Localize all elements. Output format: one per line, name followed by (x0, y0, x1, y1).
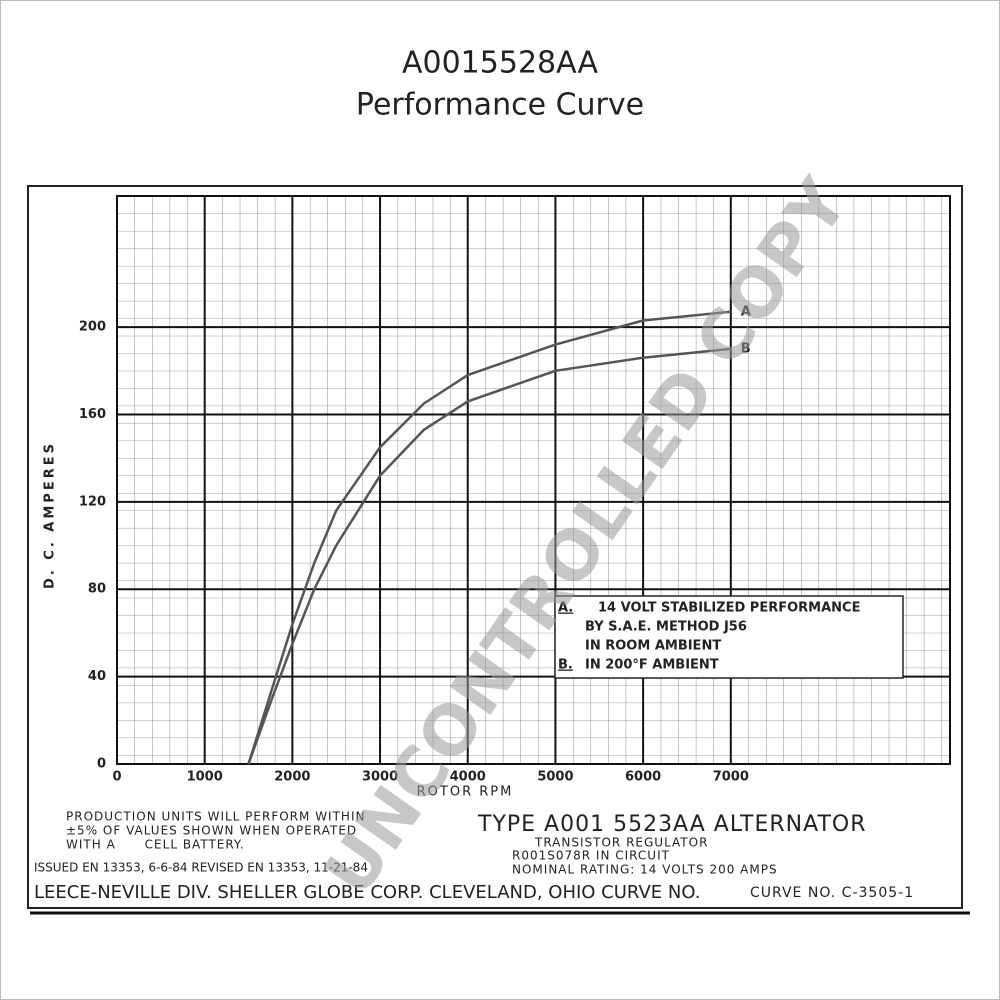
legend-text: IN ROOM AMBIENT (585, 639, 721, 654)
footer-note: ±5% OF VALUES SHOWN WHEN OPERATED (66, 824, 357, 838)
y-tick-label: 0 (97, 757, 106, 772)
series-label: A (741, 304, 751, 319)
series-label: B (741, 341, 751, 356)
y-tick-label: 200 (79, 320, 106, 335)
legend-key: A. (558, 601, 573, 616)
x-tick-label: 1000 (187, 770, 223, 785)
sheet-frame (27, 185, 963, 909)
legend-text: BY S.A.E. METHOD J56 (585, 620, 747, 635)
y-tick-label: 160 (79, 407, 106, 422)
y-tick-label: 40 (88, 669, 106, 684)
x-tick-label: 4000 (450, 770, 486, 785)
type-line: TYPE A001 5523AA ALTERNATOR (477, 812, 867, 837)
x-tick-label: 3000 (362, 770, 398, 785)
issued: ISSUED EN 13353, 6-6-84 REVISED EN 13353… (34, 861, 368, 875)
legend-text: 14 VOLT STABILIZED PERFORMANCE (598, 601, 860, 616)
series-line (247, 347, 731, 765)
rating: NOMINAL RATING: 14 VOLTS 200 AMPS (512, 863, 778, 877)
chart-subtitle: Performance Curve (356, 88, 644, 123)
legend-key: B. (558, 658, 573, 673)
regulator: R001S078R IN CIRCUIT (512, 849, 670, 863)
plot-border (116, 195, 951, 765)
y-tick-label: 80 (88, 582, 106, 597)
footer-note: WITH A CELL BATTERY. (66, 838, 245, 852)
y-tick-label: 120 (79, 494, 106, 509)
y-axis-label: D. C. AMPERES (43, 441, 58, 589)
legend-box (554, 595, 904, 679)
x-axis-label: ROTOR RPM (417, 785, 514, 800)
x-tick-label: 2000 (274, 770, 310, 785)
regulator: TRANSISTOR REGULATOR (534, 836, 708, 850)
chart-title: A0015528AA (402, 46, 598, 81)
x-tick-label: 6000 (625, 770, 661, 785)
x-tick-label: 0 (112, 770, 121, 785)
curve-number: CURVE NO. C-3505-1 (750, 885, 914, 901)
footer-note: PRODUCTION UNITS WILL PERFORM WITHIN (66, 810, 365, 824)
company: LEECE-NEVILLE DIV. SHELLER GLOBE CORP. C… (34, 882, 700, 903)
series-line (247, 310, 731, 765)
legend-text: IN 200°F AMBIENT (585, 658, 719, 673)
x-tick-label: 7000 (713, 770, 749, 785)
x-tick-label: 5000 (537, 770, 573, 785)
